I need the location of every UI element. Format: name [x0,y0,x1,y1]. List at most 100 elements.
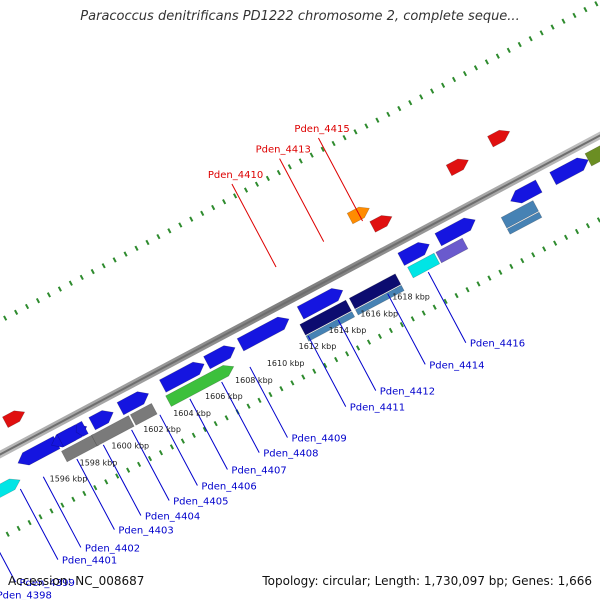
track-tick [345,351,350,357]
gene-label: Pden_4408 [263,449,318,460]
track-tick [46,292,51,298]
track-tick [90,268,95,275]
track-tick [68,280,73,286]
rna-marker [2,410,26,428]
gene-box [0,478,21,498]
gene-box [299,299,352,336]
track-tick [35,297,41,304]
scale-label: 1612 kbp [299,342,337,351]
track-tick [265,175,270,182]
track-tick [115,473,120,479]
gene-arrow [116,391,150,416]
track-tick [268,391,273,398]
track-tick [191,432,196,438]
track-tick [123,251,128,257]
track-tick [430,88,435,94]
sequence-summary: Topology: circular; Length: 1,730,097 bp… [262,574,592,588]
track-tick [134,245,139,251]
gene-box [165,365,235,407]
track-tick [397,105,402,112]
track-tick [323,362,328,369]
track-tick [331,140,336,147]
gene-label: Pden_4404 [145,512,200,523]
leader-line [19,488,59,560]
track-tick [112,257,117,263]
gene-box [407,252,441,279]
track-tick [126,467,131,473]
track-tick [320,146,325,152]
gene-label: Pden_4412 [380,387,435,398]
track-tick [574,228,580,235]
gene-label: Pden_4399 [20,578,75,589]
track-tick [312,368,317,374]
rna-marker [346,206,370,225]
track-tick [334,356,339,363]
track-tick [375,117,380,123]
rna-marker [487,129,511,148]
leader-line [102,444,142,516]
scale-label: 1598 kbp [80,459,118,468]
track-tick [495,53,500,59]
track-tick [180,438,185,444]
track-tick [342,134,347,141]
gene-stripe [506,211,543,235]
rna-marker [369,215,393,233]
track-tick [167,228,172,234]
track-tick [298,158,303,164]
track-tick [224,415,229,421]
track-tick [233,193,238,199]
gene-label: Pden_4414 [429,360,484,371]
leader-line [131,429,170,501]
track-tick [531,252,536,258]
gene-arrow [236,316,290,352]
track-tick [561,18,566,24]
gene-arrow [510,179,543,204]
leader-line [249,366,288,438]
gene-label: Pden_4406 [201,481,256,492]
track-tick [454,292,459,299]
track-tick [388,327,393,334]
upper-dotted-track [3,1,599,321]
track-tick [287,164,292,170]
track-tick [572,12,577,19]
track-tick [517,41,522,48]
gene-box [129,402,158,426]
gene-label: Pden_4405 [173,496,228,507]
dotted-tracks [0,1,600,537]
accession-text: Accession: NC_008687 [8,574,145,588]
track-tick [432,304,437,310]
track-tick [564,234,569,241]
track-tick [520,257,525,264]
track-tick [5,531,10,537]
track-tick [101,263,106,269]
track-tick [14,309,19,315]
gene-stripe [354,284,405,316]
track-tick [38,514,43,520]
track-tick [79,274,84,281]
gene-label: Pden_4398 [0,590,52,600]
scale-label: 1618 kbp [392,292,430,301]
gene-arrow [549,157,589,186]
track-tick [443,298,448,305]
track-tick [27,519,32,526]
track-tick [366,339,372,345]
track-tick [202,426,207,433]
track-tick [169,444,174,450]
track-tick [24,303,30,310]
track-tick [462,70,468,77]
track-tick [509,263,514,270]
track-tick [355,345,361,351]
track-tick [82,490,87,497]
leader-line [307,335,347,407]
scale-label: 1604 kbp [173,409,211,418]
track-tick [71,496,76,502]
track-tick [539,30,544,36]
gene-label: Pden_4415 [294,124,349,135]
backbone-core [0,134,600,456]
track-tick [290,380,295,386]
track-tick [410,316,415,322]
track-tick [451,76,457,83]
gene-arrow [434,217,476,247]
leader-line [231,183,277,268]
leader-line [189,398,228,470]
